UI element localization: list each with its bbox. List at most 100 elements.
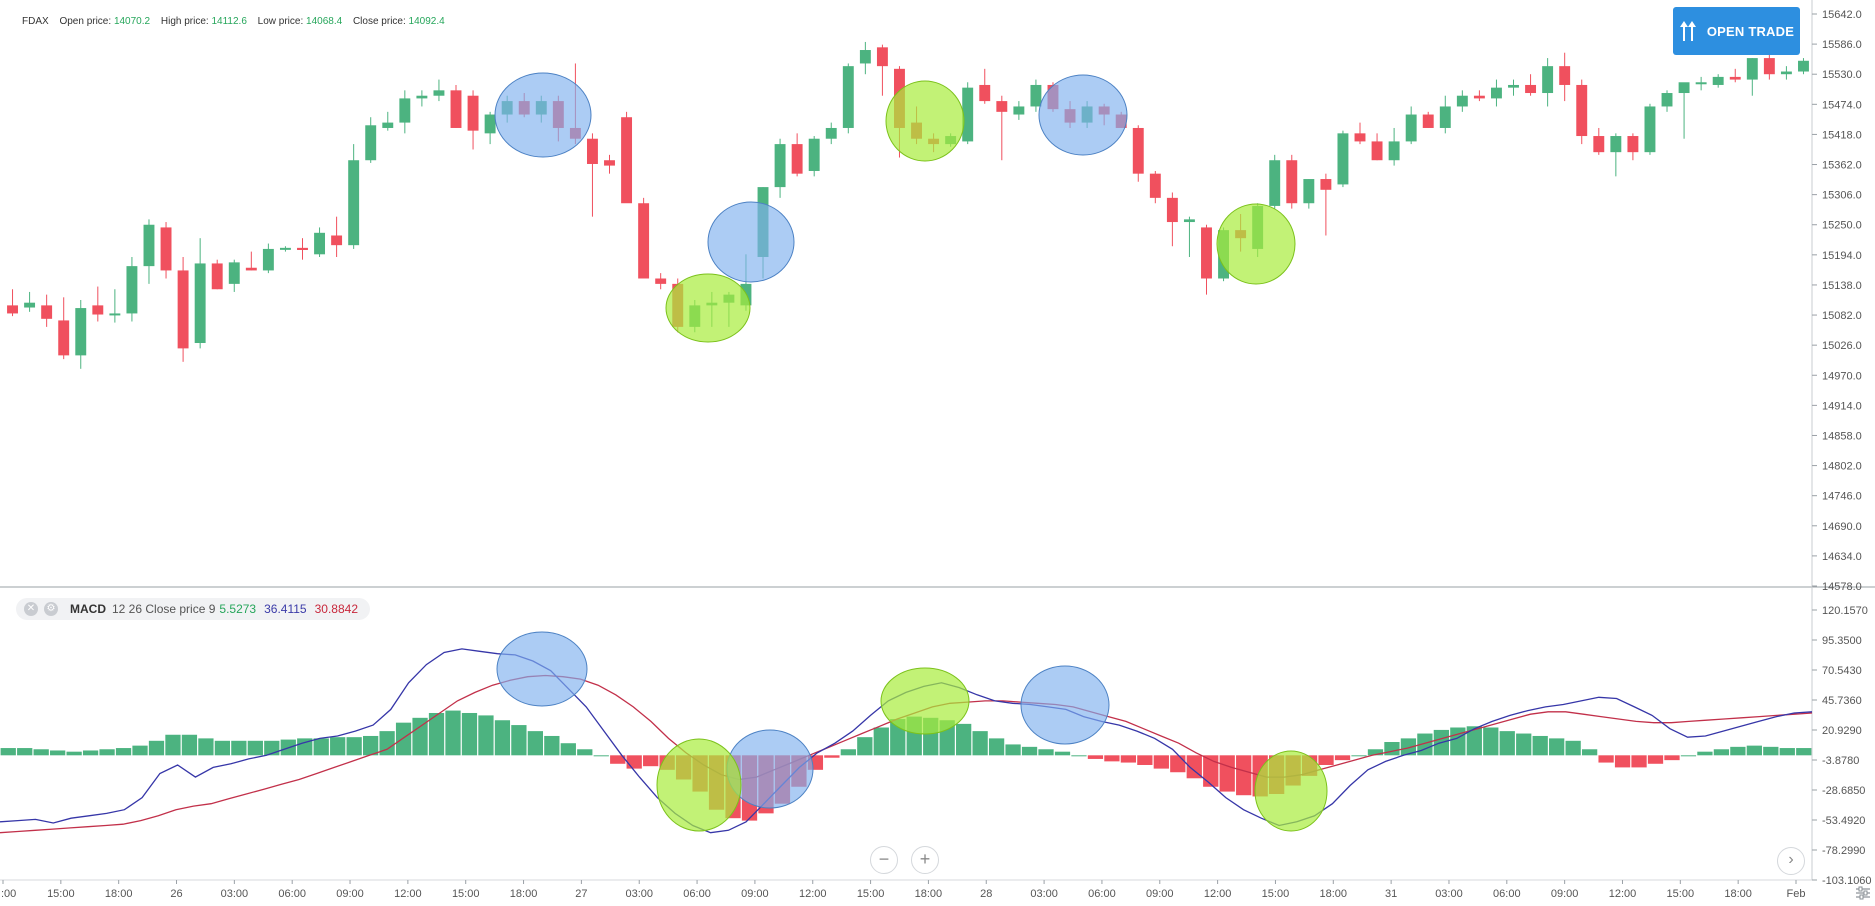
candle-down — [1525, 84, 1537, 94]
macd-tick-label: 70.5430 — [1822, 665, 1862, 677]
blue-marker — [707, 201, 795, 283]
macd-histogram-bar — [313, 738, 329, 756]
macd-histogram-bar — [247, 740, 263, 756]
time-tick-label: 12:00 — [1204, 888, 1232, 900]
candle-up — [1542, 66, 1554, 94]
macd-tick-label: -3.8780 — [1822, 755, 1859, 767]
candle-down — [7, 305, 18, 314]
macd-histogram-bar — [544, 735, 560, 756]
price-tick-label: 14746.0 — [1822, 491, 1862, 503]
macd-histogram-bar — [1581, 749, 1598, 756]
macd-histogram-bar — [857, 737, 873, 756]
candle-down — [1132, 127, 1144, 174]
price-tick-label: 15530.0 — [1822, 69, 1862, 81]
time-tick-label: 18:00 — [1320, 888, 1348, 900]
time-tick-label: Feb — [1787, 888, 1806, 900]
macd-histogram-bar — [1614, 755, 1631, 768]
candle-up — [1337, 133, 1349, 185]
open-trade-button[interactable]: OPEN TRADE — [1673, 7, 1800, 55]
price-tick-label: 15194.0 — [1822, 250, 1862, 262]
time-tick-label: 15:00 — [1262, 888, 1290, 900]
time-tick-label: 15:00 — [857, 888, 885, 900]
candle-down — [211, 263, 223, 290]
candle-down — [41, 305, 53, 319]
price-tick-label: 15082.0 — [1822, 310, 1862, 322]
macd-histogram-bar — [1005, 744, 1021, 756]
macd-histogram-bar — [643, 755, 659, 767]
candle-down — [450, 90, 462, 128]
time-tick-label: 09:00 — [1551, 888, 1579, 900]
candle-down — [1559, 66, 1571, 85]
candle-up — [1644, 106, 1656, 153]
macd-histogram-bar — [1400, 738, 1417, 756]
candle-up — [433, 90, 445, 96]
macd-histogram-bar — [115, 748, 132, 756]
price-tick-label: 14690.0 — [1822, 521, 1862, 533]
zoom-in-button[interactable]: + — [911, 846, 939, 874]
candle-up — [1678, 82, 1690, 94]
candle-down — [1286, 160, 1298, 204]
macd-histogram-bar — [148, 740, 165, 756]
scroll-right-button[interactable]: › — [1777, 847, 1805, 875]
macd-histogram-bar — [66, 751, 82, 756]
macd-histogram-bar — [1137, 755, 1153, 765]
macd-histogram-bar — [560, 743, 576, 756]
time-tick-label: 26 — [170, 888, 182, 900]
candle-up — [774, 144, 786, 188]
macd-histogram-bar — [132, 745, 148, 756]
macd-axis: 120.1570 95.3500 70.5430 45.7360 20.9290 -3.8… — [1812, 605, 1872, 887]
sliders-icon[interactable] — [1855, 886, 1871, 900]
macd-histogram-bar — [1071, 755, 1087, 757]
candle-down — [638, 203, 650, 279]
macd-histogram-bar — [494, 720, 511, 756]
price-tick-label: 15362.0 — [1822, 160, 1862, 172]
macd-histogram-bar — [363, 735, 379, 756]
macd-histogram-bar — [33, 749, 49, 756]
gear-icon[interactable]: ⚙ — [44, 602, 58, 616]
candle-down — [621, 117, 633, 204]
candle-down — [1576, 84, 1588, 137]
candle-up — [1712, 76, 1724, 85]
candle-down — [996, 101, 1008, 112]
macd-histogram-bar — [1647, 755, 1664, 764]
macd-histogram-bar — [1680, 755, 1697, 757]
candle-down — [297, 247, 308, 251]
close-icon[interactable]: ✕ — [24, 602, 38, 616]
macd-histogram-bar — [511, 725, 527, 756]
candle-up — [1610, 136, 1622, 153]
macd-histogram-bar — [395, 722, 412, 756]
macd-legend: ✕ ⚙ MACD 12 26 Close price 9 5.5273 36.4… — [16, 598, 370, 620]
macd-histogram-bar — [1170, 755, 1186, 773]
price-axis: 15642.0 15586.0 15530.0 15474.0 15418.0 15362… — [1812, 9, 1862, 593]
candle-down — [467, 95, 479, 131]
candle-up — [825, 127, 837, 139]
time-tick-label: 06:00 — [1493, 888, 1521, 900]
candle-down — [1473, 95, 1485, 99]
close-value: 14092.4 — [408, 16, 445, 27]
candle-down — [655, 278, 667, 284]
macd-histogram-bar — [988, 738, 1005, 756]
open-label: Open price: — [59, 16, 112, 27]
time-tick-label: 18:00 — [105, 888, 133, 900]
macd-histogram-bar — [1779, 748, 1795, 756]
candle-down — [586, 138, 598, 164]
annotation-markers — [494, 72, 1328, 832]
zoom-out-button[interactable]: − — [870, 846, 898, 874]
macd-histogram-bar — [50, 750, 66, 756]
macd-histogram-bar — [1153, 755, 1169, 769]
time-tick-label: 03:00 — [625, 888, 653, 900]
open-trade-label: OPEN TRADE — [1706, 23, 1795, 39]
macd-histogram-bar — [330, 737, 346, 756]
macd-histogram-bar — [231, 740, 247, 756]
macd-histogram-bar — [1351, 755, 1367, 757]
candle-down — [876, 47, 888, 67]
macd-histogram-bar — [1499, 731, 1515, 756]
time-tick-label: 03:00 — [1030, 888, 1058, 900]
candle-up — [859, 50, 871, 64]
time-tick-label: 03:00 — [221, 888, 249, 900]
macd-tick-label: 120.1570 — [1822, 605, 1868, 617]
macd-histogram-bar — [1532, 735, 1548, 756]
macd-histogram-bar — [1236, 755, 1252, 796]
price-tick-label: 15642.0 — [1822, 9, 1862, 21]
